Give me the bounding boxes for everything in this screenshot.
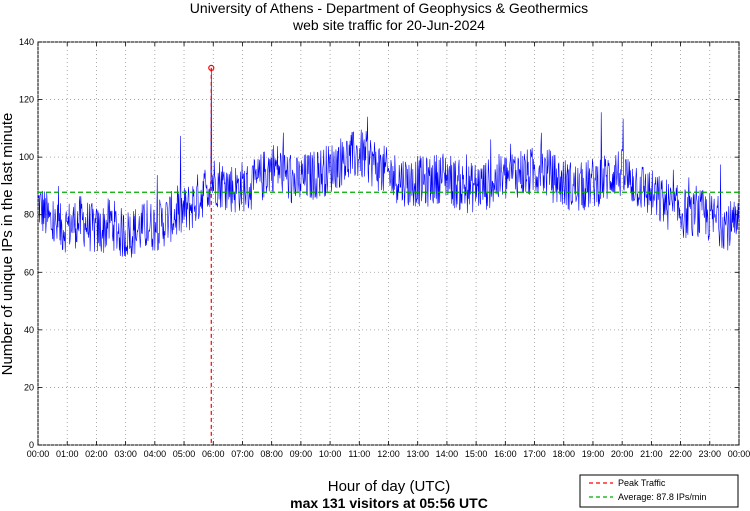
x-tick-label: 02:00: [85, 449, 108, 459]
x-tick-label: 06:00: [202, 449, 225, 459]
y-tick-label: 120: [19, 95, 34, 105]
y-axis: 0 20 40 60 80 100 120 140: [19, 37, 739, 450]
x-tick-label: 12:00: [377, 449, 400, 459]
y-tick-label: 40: [24, 325, 34, 335]
x-axis-label: Hour of day (UTC): [328, 478, 451, 495]
legend-peak-label: Peak Traffic: [618, 478, 666, 488]
chart-title: University of Athens - Department of Geo…: [190, 0, 588, 16]
x-tick-label: 21:00: [640, 449, 663, 459]
x-tick-label: 00:00: [27, 449, 50, 459]
legend-average-label: Average: 87.8 IPs/min: [618, 492, 706, 502]
x-tick-label: 10:00: [319, 449, 342, 459]
y-tick-label: 60: [24, 267, 34, 277]
x-tick-label: 15:00: [465, 449, 488, 459]
x-tick-label: 14:00: [436, 449, 459, 459]
x-axis: 00:00 01:00 02:00 03:00 04:00 05:00 06:00 07:00…: [27, 42, 750, 459]
chart-subtitle: web site traffic for 20-Jun-2024: [292, 17, 485, 33]
x-tick-label: 17:00: [523, 449, 546, 459]
x-tick-label: 13:00: [406, 449, 429, 459]
legend-box: [579, 474, 739, 508]
peak-marker: [208, 64, 215, 72]
x-tick-label: 05:00: [173, 449, 196, 459]
x-tick-label: 18:00: [552, 449, 575, 459]
y-tick-label: 20: [24, 382, 34, 392]
x-tick-label: 00:00: [728, 449, 750, 459]
x-tick-label: 03:00: [114, 449, 137, 459]
y-tick-label: 0: [29, 440, 34, 450]
x-tick-label: 08:00: [260, 449, 283, 459]
x-tick-label: 07:00: [231, 449, 254, 459]
x-tick-label: 19:00: [582, 449, 605, 459]
y-axis-label: Number of unique IPs in the last minute: [0, 113, 16, 376]
x-tick-label: 01:00: [56, 449, 79, 459]
y-tick-label: 80: [24, 210, 34, 220]
x-tick-label: 16:00: [494, 449, 517, 459]
x-tick-label: 09:00: [290, 449, 313, 459]
traffic-series-line: [37, 67, 740, 258]
legend: Peak Traffic Average: 87.8 IPs/min: [579, 474, 739, 508]
x-tick-label: 22:00: [669, 449, 692, 459]
series-layer: [37, 64, 740, 445]
x-tick-label: 23:00: [699, 449, 722, 459]
x-tick-label: 11:00: [348, 449, 370, 459]
x-tick-label: 20:00: [611, 449, 634, 459]
x-tick-label: 04:00: [144, 449, 167, 459]
y-tick-label: 140: [19, 37, 34, 47]
chart-footer: max 131 visitors at 05:56 UTC: [290, 495, 488, 511]
y-tick-label: 100: [19, 152, 34, 162]
